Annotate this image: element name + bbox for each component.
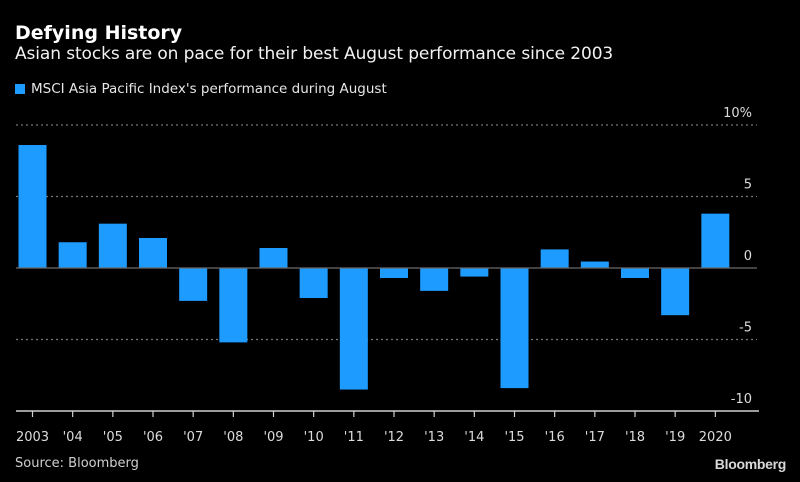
x-tick-label: '18 — [625, 430, 645, 445]
bar — [500, 268, 529, 389]
source-note: Source: Bloomberg — [15, 456, 139, 471]
bar — [580, 261, 609, 268]
legend-label: MSCI Asia Pacific Index's performance du… — [31, 81, 387, 97]
bar — [339, 268, 368, 390]
x-tick-label: '07 — [183, 430, 203, 445]
x-tick-label: 2003 — [16, 430, 49, 445]
bar — [139, 237, 167, 268]
x-tick-label: '06 — [143, 430, 163, 445]
bar — [299, 268, 328, 299]
y-tick-label: 5 — [744, 178, 752, 193]
x-tick-label: '10 — [304, 430, 324, 445]
bar — [219, 268, 248, 343]
y-tick-label: 10% — [723, 106, 752, 121]
bar — [98, 223, 127, 268]
x-tick-label: '11 — [344, 430, 364, 445]
bar — [18, 145, 47, 268]
x-tick-label: '17 — [585, 430, 605, 445]
legend-swatch — [15, 84, 25, 94]
bar — [621, 268, 649, 279]
x-tick-label: '05 — [103, 430, 123, 445]
bar — [540, 249, 569, 268]
bar — [179, 268, 208, 301]
y-tick-label: -5 — [739, 321, 752, 336]
x-tick-label: '08 — [223, 430, 243, 445]
bar — [460, 268, 489, 277]
x-tick-label: '19 — [665, 430, 685, 445]
bar — [58, 242, 87, 268]
bar — [259, 247, 288, 268]
bar — [661, 268, 690, 316]
x-tick-label: '15 — [504, 430, 524, 445]
bloomberg-logo: Bloomberg — [714, 456, 787, 472]
x-tick-label: '09 — [263, 430, 283, 445]
chart-title: Defying History — [15, 22, 183, 44]
x-tick-label: '14 — [464, 430, 484, 445]
bar — [701, 213, 730, 268]
x-tick-label: '12 — [384, 430, 404, 445]
legend: MSCI Asia Pacific Index's performance du… — [15, 81, 387, 97]
x-tick-label: '16 — [545, 430, 565, 445]
x-tick-label: 2020 — [699, 430, 732, 445]
x-tick-label: '04 — [63, 430, 83, 445]
chart-subtitle: Asian stocks are on pace for their best … — [15, 44, 614, 64]
bar — [380, 268, 408, 279]
y-tick-label: 0 — [744, 249, 752, 264]
x-tick-label: '13 — [424, 430, 444, 445]
bar — [420, 268, 449, 291]
y-tick-label: -10 — [731, 392, 752, 407]
